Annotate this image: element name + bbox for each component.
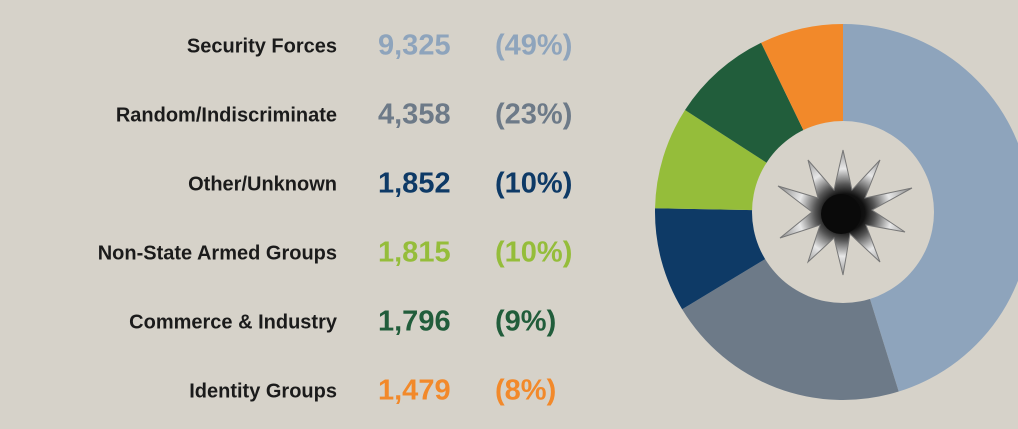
percent-label: (9%) <box>495 306 556 338</box>
value-label: 9,325 <box>378 30 451 62</box>
category-label: Security Forces <box>187 35 337 57</box>
value-label: 1,479 <box>378 375 451 407</box>
category-label: Random/Indiscriminate <box>116 104 337 126</box>
percent-label: (49%) <box>495 30 572 62</box>
category-label: Commerce & Industry <box>129 311 338 333</box>
percent-label: (8%) <box>495 375 556 407</box>
percent-label: (23%) <box>495 99 572 131</box>
percent-label: (10%) <box>495 237 572 269</box>
bullet-hole-core <box>821 194 861 234</box>
value-label: 1,796 <box>378 306 451 338</box>
percent-label: (10%) <box>495 168 572 200</box>
category-label: Identity Groups <box>189 380 337 402</box>
chart: Security Forces 9,325 (49%) Random/Indiscri… <box>0 0 1018 429</box>
value-label: 4,358 <box>378 99 451 131</box>
category-label: Other/Unknown <box>188 173 337 195</box>
value-label: 1,815 <box>378 237 451 269</box>
value-label: 1,852 <box>378 168 451 200</box>
category-label: Non-State Armed Groups <box>98 242 337 264</box>
